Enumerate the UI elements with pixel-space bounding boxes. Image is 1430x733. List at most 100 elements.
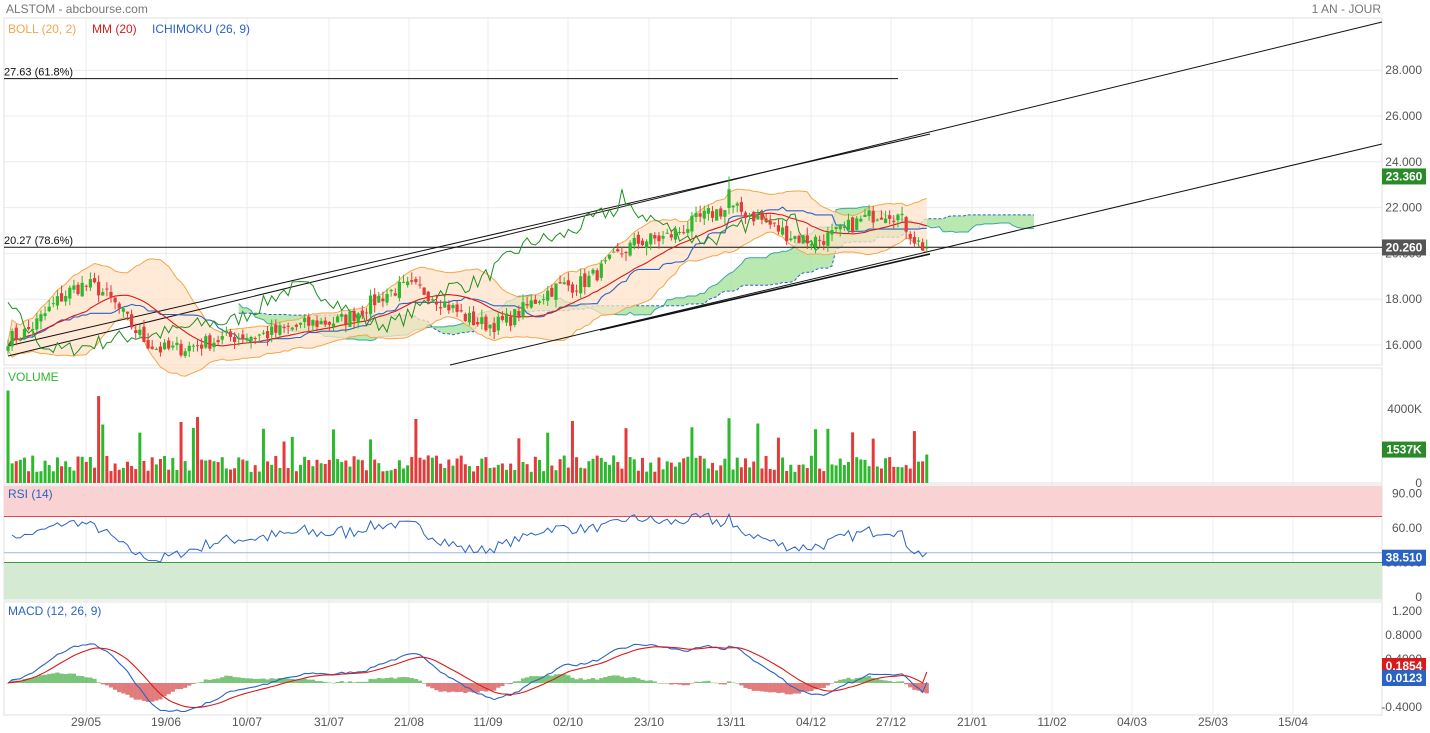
macd-histogram-bar: [5, 683, 11, 684]
macd-histogram-bar: [751, 683, 756, 691]
candle-body: [624, 251, 628, 254]
macd-histogram-bar: [422, 683, 427, 684]
candle-body: [533, 299, 537, 304]
bollinger-upper: [7, 188, 927, 343]
macd-histogram-bar: [240, 677, 245, 683]
volume-bar: [6, 390, 10, 483]
macd-histogram-bar: [731, 682, 736, 684]
x-tick-label: 29/05: [71, 715, 101, 729]
volume-bar: [303, 456, 307, 483]
candle-body: [879, 217, 884, 220]
candle-body: [109, 291, 113, 297]
x-tick-label: 02/10: [553, 715, 583, 729]
macd-histogram-bar: [232, 677, 237, 683]
candle-body: [558, 282, 562, 284]
macd-histogram-bar: [183, 683, 188, 688]
macd-histogram-bar: [735, 683, 740, 684]
macd-histogram-bar: [665, 683, 670, 684]
volume-bar: [859, 459, 863, 483]
volume-bar: [884, 458, 888, 483]
volume-bar: [917, 461, 921, 483]
volume-bar: [649, 462, 653, 483]
volume-bar: [459, 455, 463, 483]
macd-histogram-bar: [500, 683, 505, 687]
candle-body: [22, 328, 27, 339]
volume-bar: [113, 463, 117, 483]
macd-histogram-bar: [75, 675, 81, 683]
macd-histogram-bar: [693, 681, 699, 683]
volume-bar: [158, 459, 162, 483]
candle-body: [43, 313, 47, 317]
macd-histogram-bar: [298, 679, 303, 683]
volume-bar: [47, 465, 51, 483]
macd-histogram-bar: [108, 683, 114, 688]
macd-histogram-bar: [545, 674, 550, 683]
candle-body: [344, 314, 348, 325]
volume-bar: [402, 468, 406, 483]
legend-boll: BOLL (20, 2): [8, 22, 76, 36]
macd-tick-label: -0.4000: [1381, 700, 1422, 714]
macd-histogram-bar: [323, 681, 328, 683]
macd-histogram-bar: [628, 677, 633, 683]
macd-line: [7, 643, 928, 713]
macd-histogram-bar: [141, 683, 147, 701]
volume-bar: [719, 465, 723, 483]
trendline-upper-2: [7, 133, 931, 347]
macd-badge: 0.0123: [1386, 671, 1423, 685]
volume-bar: [603, 461, 607, 483]
macd-histogram-bar: [603, 677, 608, 683]
candle-body: [10, 331, 14, 347]
macd-histogram-bar: [895, 681, 901, 683]
candle-body: [537, 301, 542, 304]
candle-body: [406, 281, 410, 286]
volume-bar: [43, 460, 47, 483]
candle-body: [752, 211, 756, 222]
volume-bar: [818, 468, 822, 483]
candle-body: [574, 290, 579, 292]
candle-body: [892, 220, 896, 222]
candle-body: [14, 327, 18, 341]
candle-body: [105, 288, 109, 290]
volume-bar: [51, 471, 55, 483]
candle-body: [191, 345, 195, 347]
trend-channels: [7, 21, 1383, 366]
volume-bar: [134, 469, 138, 483]
macd-histogram-bar: [187, 683, 192, 686]
volume-bar: [414, 418, 418, 483]
candle-body: [698, 213, 702, 217]
macd-histogram-bar: [347, 681, 353, 683]
candle-body: [224, 331, 228, 333]
macd-histogram-bar: [887, 681, 892, 683]
candle-body: [397, 281, 401, 299]
candle-body: [706, 207, 710, 214]
macd-histogram-bar: [516, 681, 521, 683]
macd-histogram-bar: [557, 674, 563, 683]
candle-body: [842, 226, 846, 228]
macd-histogram-bar: [306, 679, 311, 683]
candle-body: [772, 222, 776, 224]
volume-bar: [570, 420, 574, 483]
volume-bar: [537, 459, 541, 483]
volume-bar: [109, 471, 113, 483]
volume-bar: [373, 459, 377, 483]
volume-bar: [505, 469, 509, 483]
volume-bar: [154, 464, 158, 483]
volume-bar: [476, 465, 480, 483]
volume-bar: [529, 471, 533, 483]
macd-histogram-bar: [248, 678, 254, 683]
macd-histogram-bar: [450, 683, 456, 692]
candle-body: [426, 291, 430, 301]
period-label[interactable]: 1 AN - JOUR: [1312, 2, 1382, 16]
candle-body: [743, 212, 748, 218]
macd-histogram-bar: [137, 683, 142, 700]
volume-bar: [661, 469, 665, 483]
volume-bar: [472, 471, 476, 483]
macd-histogram-bar: [339, 681, 344, 683]
volume-bar: [517, 438, 521, 483]
volume-bar: [68, 467, 72, 483]
candle-body: [908, 233, 912, 239]
candle-body: [303, 317, 307, 322]
price-badge-last-bg: [1382, 239, 1426, 256]
macd-histogram-bar: [846, 677, 851, 683]
macd-histogram-bar: [265, 679, 270, 683]
